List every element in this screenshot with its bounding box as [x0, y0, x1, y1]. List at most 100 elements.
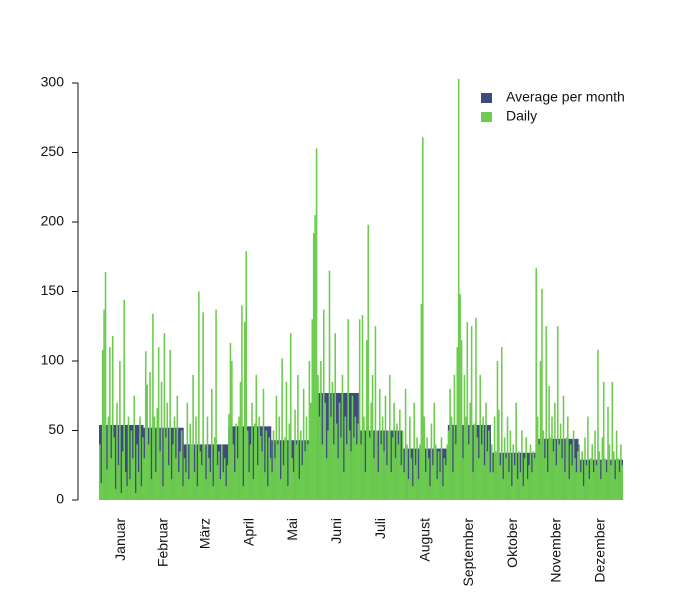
x-tick-label: März [197, 518, 213, 549]
daily-bar [541, 288, 543, 500]
daily-bar [193, 472, 196, 500]
daily-bar [579, 472, 582, 500]
daily-bar [317, 374, 319, 500]
daily-bar [503, 437, 506, 500]
daily-bar [127, 416, 130, 500]
daily-bar [188, 479, 190, 500]
daily-bar [552, 451, 555, 500]
daily-bar [436, 479, 438, 500]
daily-bar [163, 333, 166, 500]
daily-bar [354, 416, 357, 500]
daily-bar [562, 395, 565, 500]
daily-bar [325, 458, 328, 500]
daily-bar [165, 437, 167, 500]
y-tick-label: 300 [41, 74, 65, 90]
daily-bar [353, 437, 355, 500]
daily-bar [452, 472, 454, 500]
daily-bar [384, 395, 387, 500]
daily-bar [249, 444, 252, 500]
daily-bar [344, 416, 347, 500]
daily-bar [279, 479, 282, 500]
daily-bar [312, 233, 315, 500]
daily-bar [531, 472, 533, 500]
daily-bar [397, 444, 400, 500]
daily-bar [463, 374, 466, 500]
daily-bar [289, 333, 292, 500]
daily-bar [614, 479, 616, 500]
daily-bar [104, 272, 107, 500]
daily-bar [414, 465, 417, 500]
daily-bar [348, 430, 351, 500]
daily-bar [196, 486, 199, 500]
daily-bar [495, 451, 497, 500]
daily-bar [338, 402, 341, 500]
daily-bar [490, 444, 493, 500]
daily-bar [330, 416, 332, 500]
daily-bar [153, 416, 156, 500]
daily-bar [493, 416, 496, 500]
daily-bar [410, 458, 413, 500]
daily-bar [103, 309, 105, 500]
daily-bar [388, 374, 391, 500]
daily-bar [272, 430, 275, 500]
daily-bar [518, 451, 520, 500]
daily-bar [218, 451, 220, 500]
daily-bar [440, 437, 443, 500]
daily-bar [522, 486, 525, 500]
daily-bar [203, 444, 206, 500]
daily-bar [321, 444, 324, 500]
daily-bar [450, 416, 453, 500]
daily-bar [512, 444, 515, 500]
daily-bar [202, 312, 204, 500]
daily-bar [341, 374, 344, 500]
daily-bar [343, 472, 345, 500]
daily-bar [117, 465, 120, 500]
daily-bar [545, 326, 548, 500]
daily-bar [111, 335, 114, 500]
daily-bar [314, 215, 316, 501]
daily-bar [152, 313, 154, 500]
y-tick-label: 150 [41, 282, 65, 298]
daily-bar [378, 388, 381, 500]
daily-bar [133, 395, 136, 500]
daily-bar [489, 472, 492, 500]
daily-bar [615, 430, 618, 500]
daily-bar [100, 483, 103, 500]
daily-bar [328, 270, 331, 500]
daily-bar [318, 416, 321, 500]
daily-bar [126, 486, 128, 500]
daily-bar [597, 349, 599, 500]
daily-bar [592, 472, 595, 500]
daily-bar [483, 465, 486, 500]
x-tick-label: Juli [372, 518, 388, 539]
daily-bar [241, 305, 243, 500]
daily-bar [310, 402, 312, 500]
daily-bar [591, 444, 594, 500]
daily-bar [551, 416, 553, 500]
daily-bar [600, 479, 602, 500]
daily-bar [554, 402, 556, 500]
daily-bar [429, 486, 431, 500]
daily-bar [304, 451, 306, 500]
daily-bar [556, 326, 559, 500]
daily-bar [459, 294, 461, 500]
daily-bar [561, 458, 563, 500]
daily-bar [345, 444, 348, 500]
daily-bar [146, 384, 148, 500]
daily-bar [358, 319, 361, 500]
daily-bar [475, 317, 477, 500]
daily-bar [331, 381, 334, 500]
daily-bar [285, 381, 288, 500]
daily-bar [281, 358, 283, 500]
daily-bar [301, 465, 304, 500]
daily-bar [213, 437, 216, 500]
daily-bar [608, 444, 611, 500]
daily-bar [238, 416, 240, 500]
x-tick-label: Oktober [504, 518, 520, 568]
daily-bar [185, 472, 187, 500]
daily-bar [177, 472, 180, 500]
daily-bar [333, 444, 335, 500]
daily-bar [262, 388, 265, 500]
daily-bar [368, 437, 371, 500]
daily-bar [221, 444, 223, 500]
